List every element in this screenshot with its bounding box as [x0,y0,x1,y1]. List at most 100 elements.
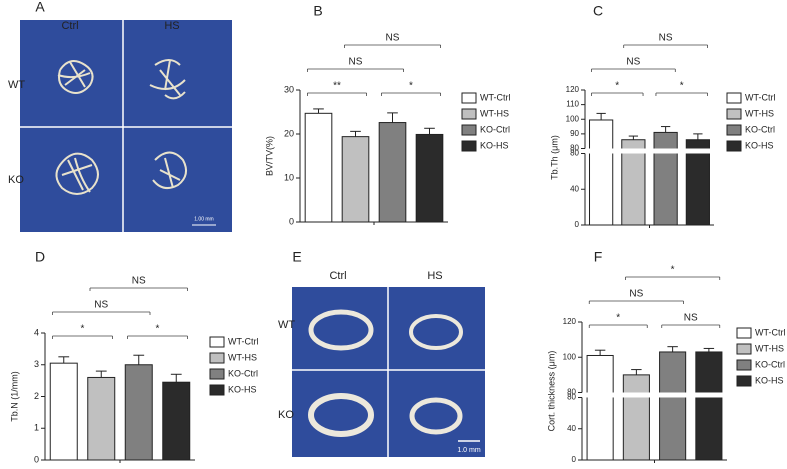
bar [124,364,153,461]
y-tick-label: 80 [567,388,576,397]
y-axis-label: Cort. thickness (μm) [546,351,556,432]
legend-label: KO-HS [755,375,784,385]
y-tick-label: 0 [289,216,294,226]
bar [653,131,678,226]
legend-swatch [726,124,742,136]
legend-swatch [726,140,742,152]
bar [162,381,191,461]
legend-swatch [736,327,752,339]
panel-label: F [594,249,603,265]
column-label: Ctrl [61,20,78,32]
significance-label: * [409,81,413,92]
significance-label: NS [684,313,698,324]
legend-swatch [726,108,742,120]
legend-swatch [461,108,477,120]
legend-label: WT-HS [228,352,257,362]
y-tick-label: 80 [570,149,579,158]
axis-break [653,148,679,154]
panel-label: B [313,3,322,19]
y-axis-label: BV/TV(%) [264,136,274,176]
bar [659,351,687,461]
bar [378,122,407,223]
y-tick-label: 40 [570,184,579,193]
row-label: KO [278,409,294,421]
y-tick-label: 90 [570,129,579,138]
y-tick-label: 100 [563,352,577,361]
y-tick-label: 3 [34,359,39,369]
y-tick-label: 120 [566,85,580,94]
column-label: Ctrl [329,270,346,282]
y-tick-label: 110 [566,100,579,109]
legend-label: WT-HS [745,108,774,118]
y-tick-label: 80 [567,393,576,402]
y-tick-label: 80 [570,144,579,153]
legend-swatch [209,352,225,364]
row-label: WT [278,319,295,331]
legend-swatch [209,384,225,396]
bar [589,119,614,226]
significance-label: NS [626,57,640,68]
legend-label: KO-Ctrl [755,359,785,369]
legend-swatch [736,359,752,371]
legend-label: WT-Ctrl [228,336,259,346]
y-tick-label: 120 [563,317,577,326]
y-tick-label: 30 [284,84,294,94]
y-tick-label: 100 [566,114,580,123]
bar [415,133,444,223]
axis-break [694,392,723,398]
cortical-ring [308,309,463,437]
legend-label: KO-HS [228,384,257,394]
bar [49,362,78,461]
legend-label: WT-Ctrl [755,327,786,337]
legend-swatch [209,336,225,348]
image-background [20,20,232,232]
micro-ct-a [20,20,232,232]
row-label: WT [8,79,25,91]
y-tick-label: 20 [284,128,294,138]
column-label: HS [164,20,179,32]
legend-swatch [461,92,477,104]
legend-swatch [726,92,742,104]
legend-swatch [461,140,477,152]
panel-label: C [593,3,603,19]
bar [87,376,116,461]
bar [685,139,710,226]
significance-label: * [616,313,620,324]
y-tick-label: 2 [34,391,39,401]
legend-label: KO-Ctrl [480,124,510,134]
bar [622,374,650,461]
scale-bar-label: 1.00 mm [194,216,213,222]
significance-label: NS [659,33,673,44]
y-tick-label: 0 [34,454,39,464]
significance-label: NS [94,300,108,311]
bar [586,354,614,461]
significance-label: NS [132,276,146,287]
y-axis-label: Tb.Th (μm) [549,135,559,180]
legend-label: WT-HS [480,108,509,118]
significance-label: NS [629,289,643,300]
y-tick-label: 4 [34,327,39,337]
legend-swatch [736,375,752,387]
y-tick-label: 10 [284,172,294,182]
y-tick-label: 40 [567,424,576,433]
significance-label: NS [386,33,400,44]
significance-label: * [680,81,684,92]
y-tick-label: 1 [34,423,39,433]
trabecular-bone [55,59,188,195]
bar [621,139,646,226]
panel-label: E [292,249,301,265]
significance-label: * [81,324,85,335]
legend-label: KO-Ctrl [228,368,258,378]
significance-label: * [671,265,675,276]
legend-swatch [736,343,752,355]
significance-label: * [156,324,160,335]
axis-break [588,148,614,154]
legend-label: WT-Ctrl [480,92,511,102]
axis-break [620,148,646,154]
bar [304,112,333,223]
significance-label: NS [349,57,363,68]
panel-label: D [35,249,45,265]
legend-label: WT-Ctrl [745,92,776,102]
legend-label: KO-HS [480,140,509,150]
